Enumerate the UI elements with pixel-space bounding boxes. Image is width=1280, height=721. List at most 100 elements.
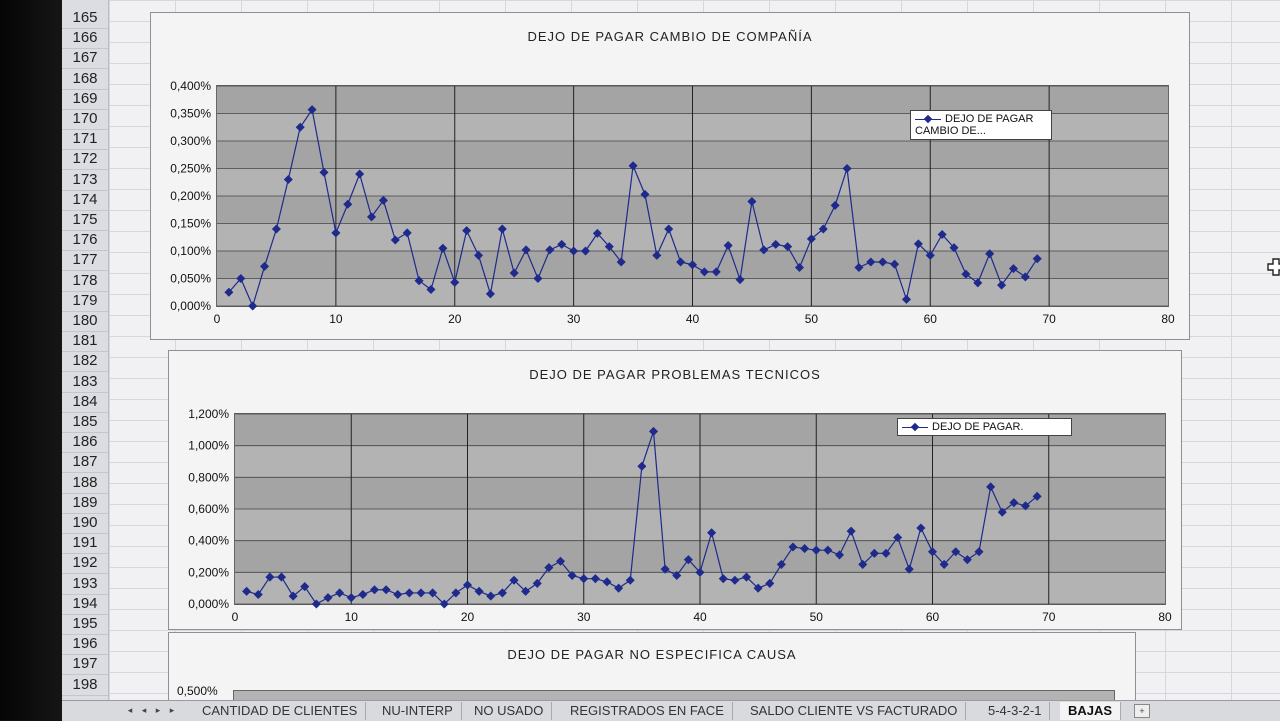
- x-tick-label: 40: [686, 312, 700, 326]
- row-header: 165 166 167 168 169 170 171 172 173 174 175 176 177 1…: [62, 0, 109, 700]
- data-point: [486, 591, 496, 601]
- row-number[interactable]: 165: [62, 7, 108, 29]
- data-point: [660, 564, 670, 574]
- data-point: [533, 273, 543, 284]
- data-point: [265, 572, 275, 582]
- sheet-tab-cantidad-de-clientes[interactable]: CANTIDAD DE CLIENTES: [194, 702, 367, 720]
- data-point: [901, 294, 912, 304]
- first-sheet-icon[interactable]: ◂: [127, 705, 133, 715]
- y-tick-label: 0,300%: [170, 134, 211, 148]
- data-point: [242, 586, 252, 596]
- row-number[interactable]: 170: [62, 108, 108, 130]
- data-point: [545, 245, 555, 255]
- sheet-tab-5-4-3-2-1[interactable]: 5-4-3-2-1: [980, 702, 1051, 720]
- row-number[interactable]: 193: [62, 573, 108, 595]
- data-point: [355, 169, 365, 179]
- data-point: [590, 574, 600, 584]
- row-number[interactable]: 180: [62, 310, 108, 332]
- row-number[interactable]: 187: [62, 451, 108, 474]
- data-point: [637, 461, 647, 471]
- data-point: [497, 224, 507, 234]
- data-point: [823, 545, 833, 555]
- row-number[interactable]: 197: [62, 653, 108, 676]
- prev-sheet-icon[interactable]: ◂: [141, 705, 147, 715]
- row-number[interactable]: 176: [62, 229, 108, 252]
- data-point: [846, 526, 856, 536]
- x-tick-label: 40: [693, 610, 707, 624]
- y-tick-label: 0,500%: [177, 684, 218, 698]
- row-number[interactable]: 189: [62, 492, 108, 514]
- x-tick-label: 80: [1158, 610, 1172, 624]
- data-point: [416, 588, 426, 598]
- chart-cambio-de-compania[interactable]: DEJO DE PAGAR CAMBIO DE COMPAÑÍA 0,000% 0…: [150, 12, 1190, 340]
- data-point: [973, 278, 983, 288]
- x-tick-label: 70: [1042, 312, 1056, 326]
- row-number[interactable]: 173: [62, 169, 108, 191]
- row-number[interactable]: 190: [62, 512, 108, 534]
- chart-legend: DEJO DE PAGAR.: [897, 418, 1072, 436]
- sheet-tab-saldo-cliente[interactable]: SALDO CLIENTE VS FACTURADO: [742, 702, 967, 720]
- data-point: [858, 559, 868, 569]
- data-point: [730, 575, 740, 585]
- row-number[interactable]: 194: [62, 593, 108, 615]
- sheet-tab-bajas[interactable]: BAJAS: [1060, 702, 1122, 720]
- row-number[interactable]: 174: [62, 189, 108, 211]
- row-number[interactable]: 185: [62, 411, 108, 433]
- row-number[interactable]: 182: [62, 350, 108, 373]
- row-number[interactable]: 196: [62, 633, 108, 656]
- row-number[interactable]: 167: [62, 47, 108, 70]
- sheet-tab-no-usado[interactable]: NO USADO: [466, 702, 553, 720]
- data-point: [557, 239, 567, 249]
- row-number[interactable]: 184: [62, 391, 108, 413]
- data-point: [718, 574, 728, 584]
- chart-title: DEJO DE PAGAR NO ESPECIFICA CAUSA: [507, 647, 797, 662]
- legend-label: DEJO DE PAGAR CAMBIO DE...: [915, 113, 1034, 137]
- data-point: [961, 269, 971, 279]
- y-tick-label: 0,250%: [170, 162, 211, 176]
- y-tick-label: 0,000%: [170, 299, 211, 313]
- x-tick-label: 20: [461, 610, 475, 624]
- row-number[interactable]: 166: [62, 27, 108, 50]
- y-tick-label: 0,200%: [188, 565, 229, 579]
- data-point: [451, 588, 461, 598]
- row-number[interactable]: 179: [62, 290, 108, 312]
- x-tick-label: 50: [810, 610, 824, 624]
- row-number[interactable]: 168: [62, 68, 108, 90]
- row-number[interactable]: 188: [62, 472, 108, 494]
- row-number[interactable]: 186: [62, 431, 108, 454]
- row-number[interactable]: 191: [62, 532, 108, 555]
- data-point: [776, 559, 786, 569]
- data-point: [842, 163, 852, 174]
- row-number[interactable]: 171: [62, 128, 108, 151]
- sheet-tab-bar: ◂ ◂ ▸ ▸ CANTIDAD DE CLIENTES NU-INTERP N…: [62, 700, 1280, 721]
- row-number[interactable]: 177: [62, 249, 108, 272]
- row-number[interactable]: 169: [62, 88, 108, 110]
- line-chart: 0,000% 0,200% 0,400% 0,600% 0,800% 1,000% 1,20…: [188, 407, 1172, 624]
- data-point: [1032, 491, 1042, 501]
- last-sheet-icon[interactable]: ▸: [169, 705, 175, 715]
- row-number[interactable]: 172: [62, 148, 108, 171]
- next-sheet-icon[interactable]: ▸: [155, 705, 161, 715]
- sheet-tab-nu-interp[interactable]: NU-INTERP: [374, 702, 462, 720]
- row-number[interactable]: 183: [62, 371, 108, 393]
- y-tick-label: 0,400%: [188, 534, 229, 548]
- row-number[interactable]: 175: [62, 209, 108, 231]
- row-number[interactable]: 198: [62, 674, 108, 696]
- data-point: [381, 585, 391, 595]
- row-number[interactable]: 192: [62, 552, 108, 575]
- row-number[interactable]: 195: [62, 613, 108, 635]
- row-number[interactable]: 181: [62, 330, 108, 353]
- data-point: [723, 240, 733, 251]
- y-tick-label: 0,200%: [170, 189, 211, 203]
- data-point: [664, 224, 674, 234]
- plot-area: 0,000% 0,050% 0,100% 0,150% 0,200% 0,250% 0,30…: [170, 79, 1175, 326]
- data-point: [311, 599, 321, 609]
- chart-problemas-tecnicos[interactable]: DEJO DE PAGAR PROBLEMAS TECNICOS 0,000% 0…: [168, 350, 1182, 630]
- y-tick-label: 0,600%: [188, 502, 229, 516]
- insert-sheet-icon[interactable]: +: [1134, 704, 1150, 718]
- row-number[interactable]: 178: [62, 270, 108, 292]
- sheet-tab-registrados-en-face[interactable]: REGISTRADOS EN FACE: [562, 702, 733, 720]
- y-tick-label: 0,100%: [170, 244, 211, 258]
- crosshair-cursor-icon: [1267, 258, 1280, 276]
- data-point: [253, 589, 263, 600]
